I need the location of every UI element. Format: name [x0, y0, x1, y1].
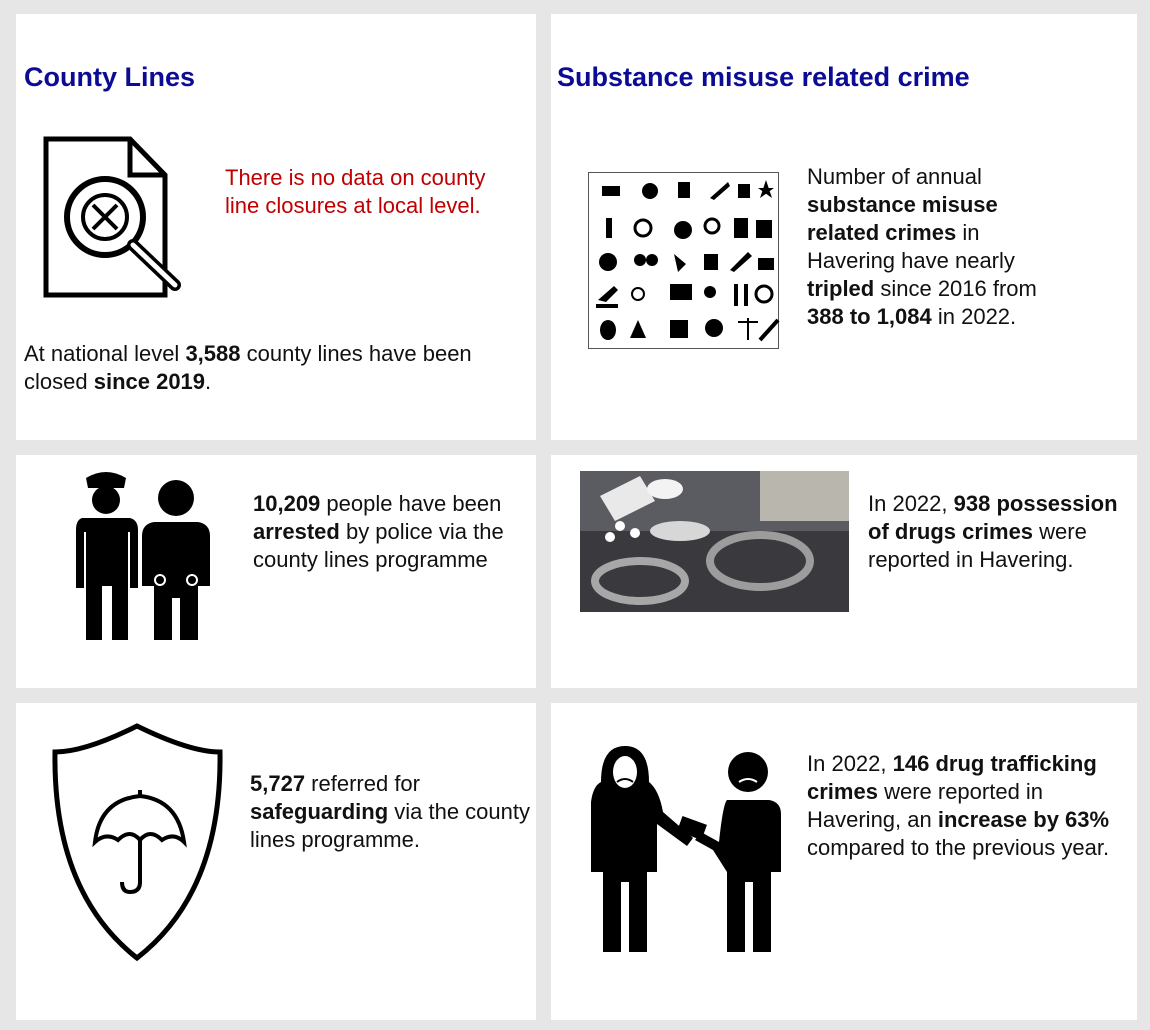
- statement: In 2022, 146 drug trafficking crimes wer…: [807, 750, 1132, 862]
- text-run: At national level: [24, 341, 185, 366]
- drug-deal-icon: [583, 742, 783, 957]
- infographic: County Lines Substance misuse related cr…: [0, 0, 1150, 1030]
- text-run: 10,209: [253, 491, 320, 516]
- note: There is no data on county line closures…: [225, 164, 515, 220]
- text-run: since 2019: [94, 369, 205, 394]
- drugs-photo: [580, 471, 849, 612]
- text-run: Number of annual: [807, 164, 982, 189]
- police-arrest-icon: [72, 468, 222, 646]
- text-run: In 2022,: [868, 491, 954, 516]
- heading: County Lines: [24, 62, 195, 93]
- text-run: In 2022,: [807, 751, 893, 776]
- text-run: since 2016 from: [874, 276, 1037, 301]
- text-run: tripled: [807, 276, 874, 301]
- text-run: compared to the previous year.: [807, 835, 1109, 860]
- document-search-icon: [40, 135, 185, 300]
- text-run: people have been: [320, 491, 501, 516]
- crime-icons: [588, 172, 780, 350]
- text-run: 3,588: [185, 341, 240, 366]
- statement: At national level 3,588 county lines hav…: [24, 340, 534, 396]
- statement: 10,209 people have been arrested by poli…: [253, 490, 523, 574]
- statement: Number of annual substance misuse relate…: [807, 163, 1062, 331]
- text-run: referred for: [305, 771, 420, 796]
- statement: In 2022, 938 possession of drugs crimes …: [868, 490, 1136, 574]
- statement: 5,727 referred for safeguarding via the …: [250, 770, 530, 854]
- heading: Substance misuse related crime: [557, 62, 970, 93]
- text-run: arrested: [253, 519, 340, 544]
- text-run: 388 to 1,084: [807, 304, 932, 329]
- text-run: safeguarding: [250, 799, 388, 824]
- shield-umbrella-icon: [50, 722, 225, 962]
- text-run: in 2022.: [932, 304, 1016, 329]
- text-run: .: [205, 369, 211, 394]
- text-run: 5,727: [250, 771, 305, 796]
- text-run: increase by 63%: [938, 807, 1109, 832]
